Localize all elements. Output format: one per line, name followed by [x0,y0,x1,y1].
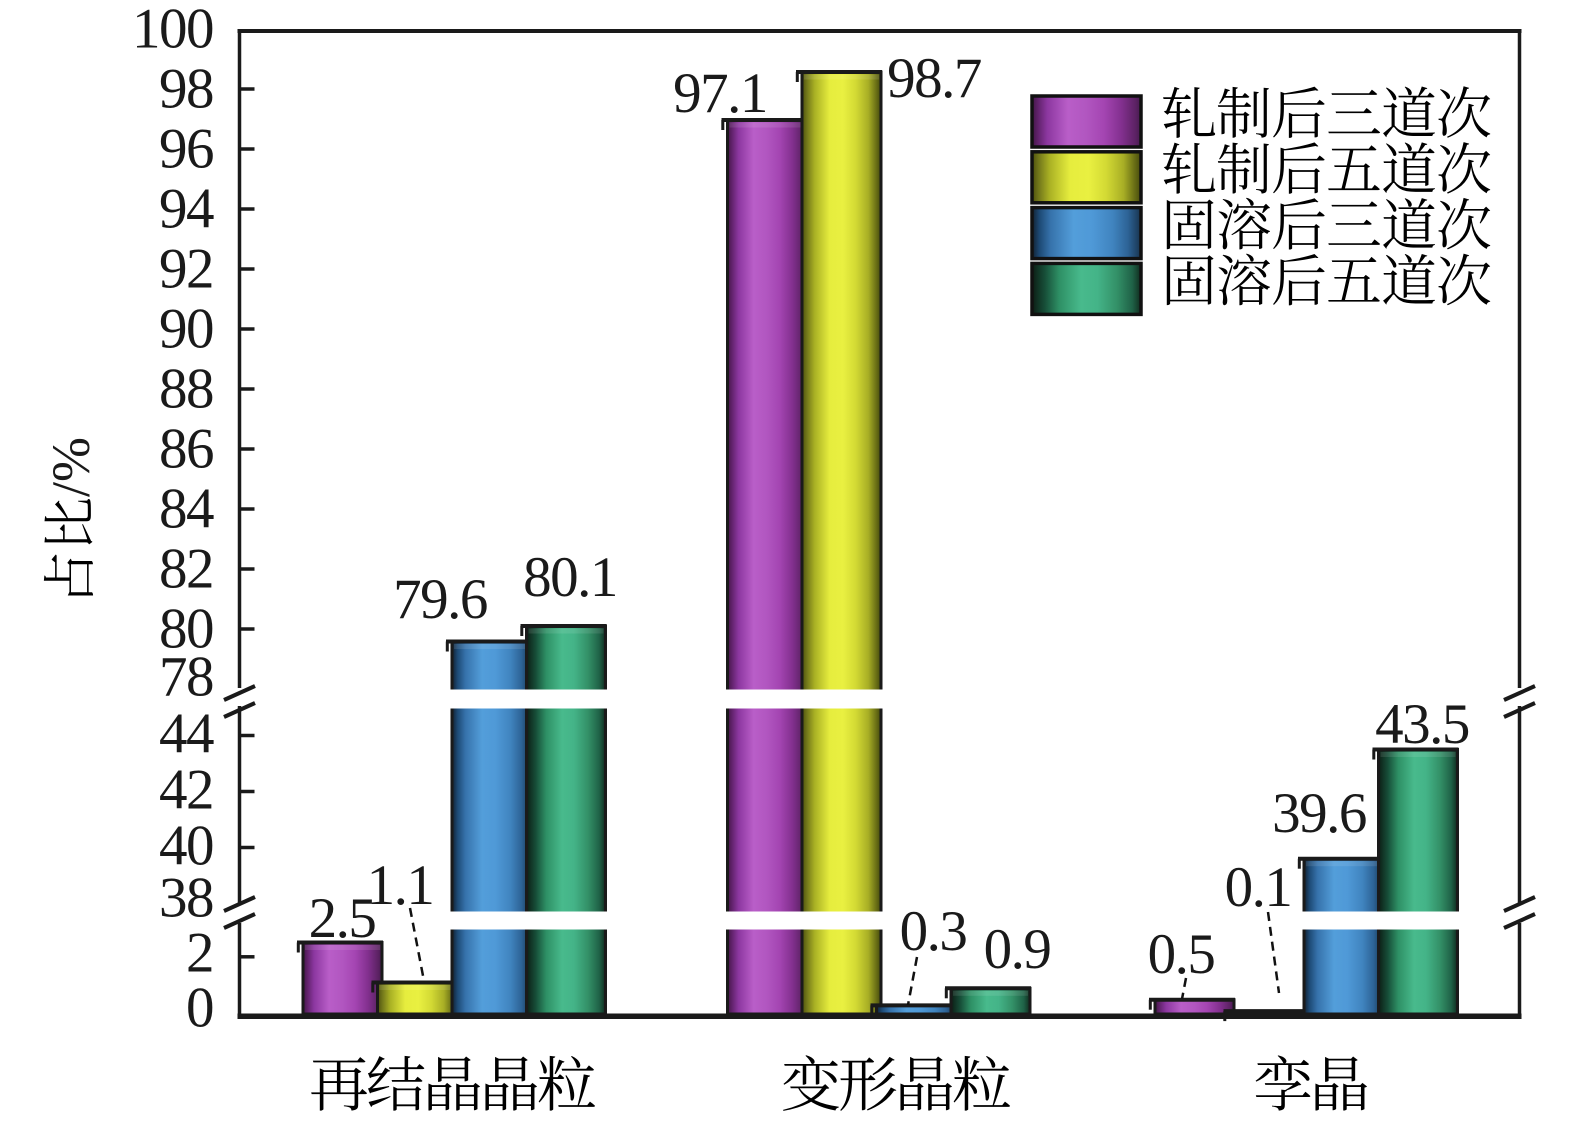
svg-text:90: 90 [159,298,213,361]
svg-text:39.6: 39.6 [1272,782,1366,845]
svg-text:94: 94 [159,178,214,241]
svg-text:98: 98 [159,58,213,121]
svg-text:43.5: 43.5 [1375,693,1469,756]
svg-text:92: 92 [159,238,213,301]
svg-text:0: 0 [186,977,213,1040]
svg-text:38: 38 [159,867,213,930]
svg-text:80: 80 [159,598,213,661]
svg-text:0.5: 0.5 [1148,923,1215,986]
svg-text:80.1: 80.1 [523,546,617,609]
svg-text:82: 82 [159,538,213,601]
svg-text:88: 88 [159,358,213,421]
svg-text:40: 40 [159,815,213,878]
svg-text:44: 44 [159,703,214,766]
svg-text:84: 84 [159,478,214,541]
svg-text:79.6: 79.6 [393,568,487,631]
svg-text:98.7: 98.7 [887,47,981,110]
svg-text:1.1: 1.1 [367,854,434,917]
svg-text:/%: /% [41,437,101,497]
svg-text:78: 78 [159,646,213,709]
svg-text:2: 2 [186,922,213,985]
svg-text:100: 100 [132,0,213,61]
svg-text:0.9: 0.9 [984,918,1051,981]
svg-text:86: 86 [159,418,213,481]
svg-text:0.3: 0.3 [900,900,967,963]
svg-text:42: 42 [159,759,213,822]
svg-text:97.1: 97.1 [673,62,767,125]
svg-text:0.1: 0.1 [1225,856,1292,919]
svg-text:96: 96 [159,118,213,181]
svg-text:2.5: 2.5 [309,887,376,950]
